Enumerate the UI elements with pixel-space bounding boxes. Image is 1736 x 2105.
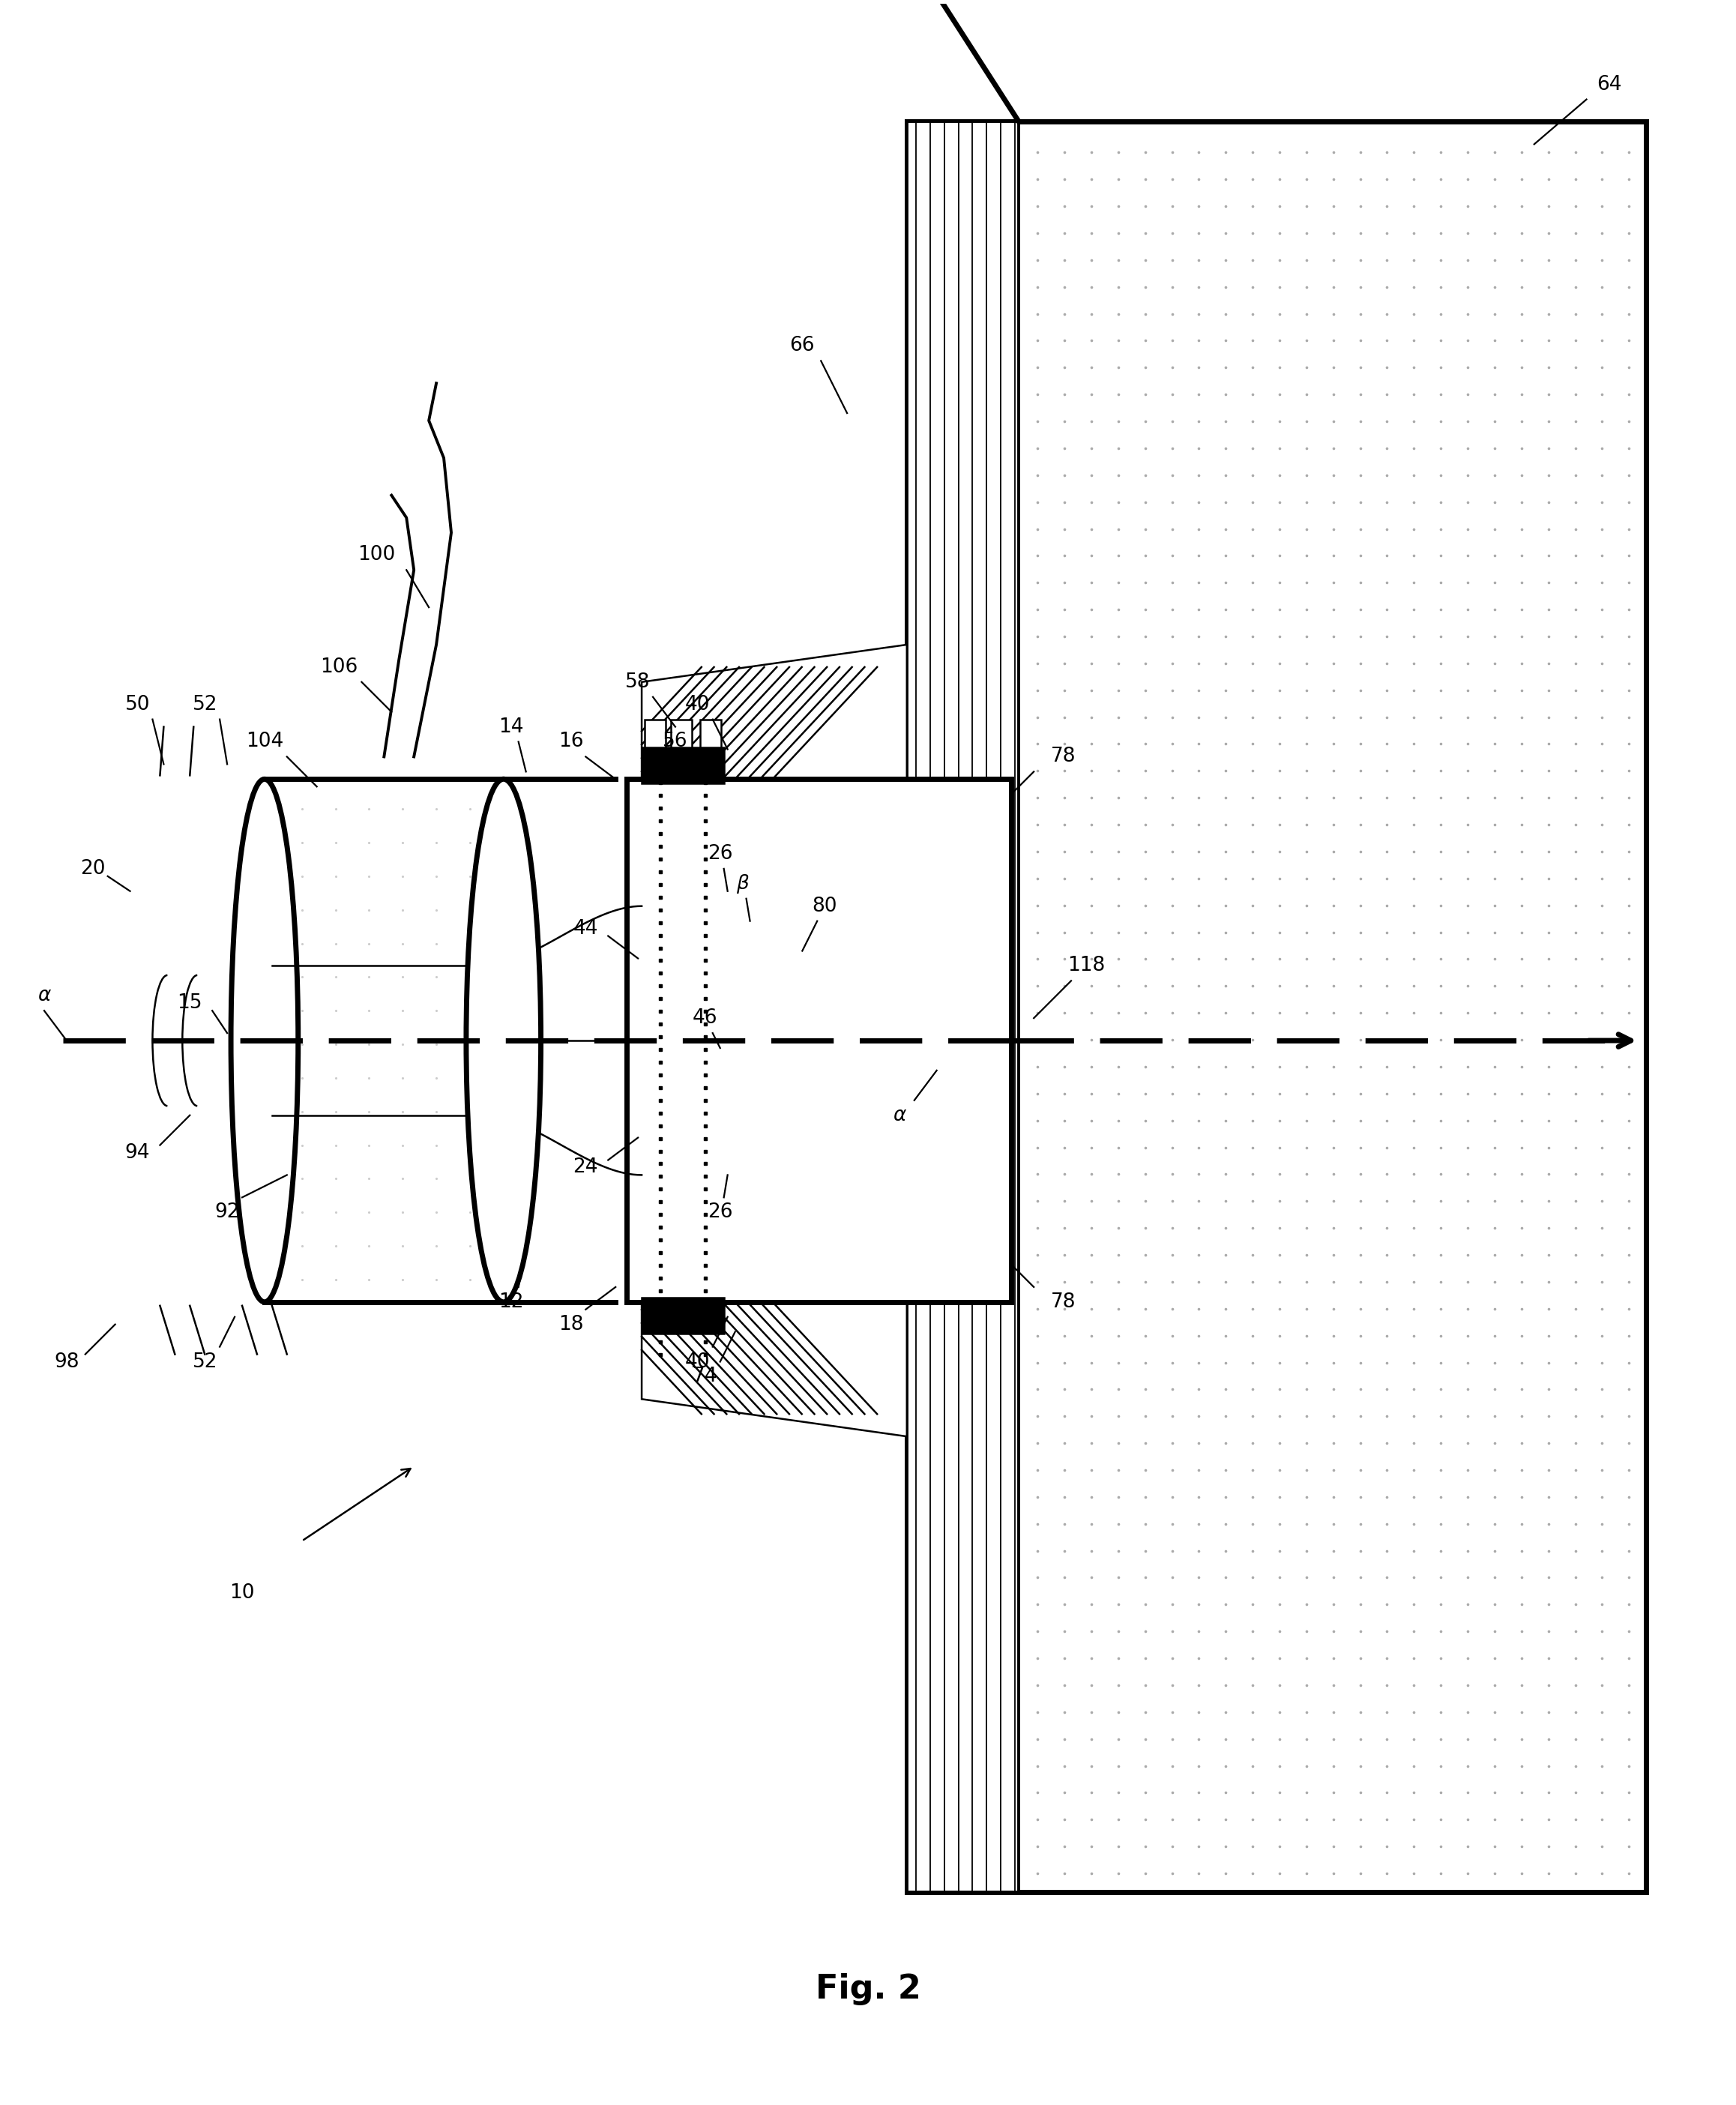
Bar [644, 720, 665, 747]
Text: Fig. 2: Fig. 2 [816, 1972, 920, 2006]
Text: 78: 78 [1050, 747, 1076, 766]
Text: 52: 52 [193, 1351, 217, 1372]
Text: 44: 44 [573, 918, 599, 939]
Text: α: α [892, 1105, 906, 1124]
Text: 118: 118 [1068, 956, 1104, 975]
Text: 66: 66 [790, 337, 814, 356]
Text: 10: 10 [229, 1583, 255, 1604]
Text: 26: 26 [708, 844, 733, 863]
Text: 58: 58 [625, 671, 651, 693]
Text: β: β [736, 874, 748, 893]
Bar [700, 720, 720, 747]
Text: 52: 52 [193, 695, 217, 714]
Text: 15: 15 [177, 994, 203, 1013]
Bar [642, 1297, 724, 1332]
Text: 64: 64 [1597, 74, 1621, 95]
Bar [642, 747, 724, 783]
Text: 46: 46 [693, 1008, 717, 1027]
Ellipse shape [476, 840, 531, 1242]
Ellipse shape [467, 779, 542, 1303]
Bar [670, 720, 691, 747]
Text: 74: 74 [693, 1366, 717, 1387]
Text: 78: 78 [1050, 1292, 1076, 1311]
Text: 18: 18 [559, 1316, 583, 1335]
Text: 26: 26 [708, 1202, 733, 1223]
Text: 106: 106 [321, 657, 358, 678]
Ellipse shape [488, 943, 521, 1137]
Ellipse shape [481, 890, 526, 1189]
Ellipse shape [470, 779, 536, 1303]
Text: 50: 50 [125, 695, 149, 714]
Text: α: α [38, 985, 50, 1006]
Bar [627, 779, 1012, 1303]
Text: 40: 40 [686, 1351, 710, 1372]
Text: 80: 80 [812, 897, 837, 916]
Ellipse shape [231, 779, 299, 1303]
Text: 98: 98 [54, 1351, 80, 1372]
Polygon shape [642, 644, 906, 779]
Text: 40: 40 [686, 695, 710, 714]
Text: 12: 12 [498, 1292, 524, 1311]
Text: 94: 94 [125, 1143, 149, 1162]
Text: 56: 56 [663, 733, 687, 751]
Polygon shape [642, 1303, 906, 1436]
Text: 104: 104 [247, 733, 283, 751]
Text: 14: 14 [498, 718, 524, 737]
Text: 16: 16 [559, 733, 583, 751]
Text: 24: 24 [573, 1158, 599, 1177]
Bar [906, 122, 1019, 1892]
Text: 100: 100 [358, 545, 396, 564]
Text: 20: 20 [80, 859, 106, 878]
Text: 92: 92 [215, 1202, 240, 1223]
